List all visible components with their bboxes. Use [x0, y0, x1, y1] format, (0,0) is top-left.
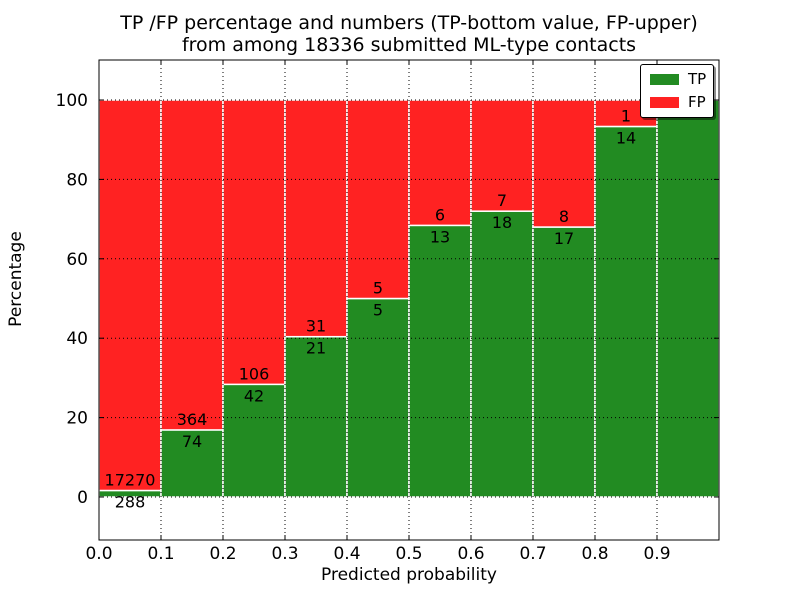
bar-label-fp-6: 7: [497, 191, 507, 210]
bar-tp-5: [408, 224, 472, 498]
bar-label-fp-8: 1: [621, 106, 631, 125]
y-tick-label-3: 60: [66, 250, 88, 270]
bar-label-fp-3: 31: [306, 317, 326, 336]
bar-fp-5: [408, 99, 472, 227]
chart-title-line1: TP /FP percentage and numbers (TP-bottom…: [120, 12, 698, 34]
bar-label-tp-6: 18: [492, 213, 512, 232]
x-tick-label-3: 0.3: [271, 544, 298, 564]
bar-fp-4: [346, 99, 410, 300]
x-tick-label-0: 0.0: [85, 544, 112, 564]
bar-tp-8: [594, 125, 658, 498]
bar-fp-0: [98, 99, 162, 492]
legend: TP FP: [640, 64, 714, 118]
bar-label-fp-4: 5: [373, 279, 383, 298]
bar-label-tp-7: 17: [554, 229, 574, 248]
x-tick-label-1: 0.1: [147, 544, 174, 564]
x-tick-label-5: 0.5: [395, 544, 422, 564]
bar-label-fp-0: 17270: [105, 470, 156, 489]
bar-tp-7: [532, 226, 596, 498]
y-tick-label-1: 20: [66, 409, 88, 429]
y-tick-label-2: 40: [66, 329, 88, 349]
bar-label-tp-2: 42: [244, 386, 264, 405]
tp-swatch-icon: [650, 74, 679, 85]
x-axis-label: Predicted probability: [321, 565, 497, 585]
y-tick-label-4: 80: [66, 170, 88, 190]
bar-label-fp-2: 106: [239, 364, 270, 383]
x-tick-label-4: 0.4: [333, 544, 360, 564]
x-tick-label-8: 0.8: [581, 544, 608, 564]
bar-tp-4: [346, 297, 410, 498]
bar-label-tp-3: 21: [306, 339, 326, 358]
bar-label-fp-1: 364: [177, 410, 208, 429]
bar-label-tp-4: 5: [373, 301, 383, 320]
bar-label-fp-7: 8: [559, 207, 569, 226]
axes-spines: [98, 59, 720, 541]
y-tick-label-5: 100: [56, 91, 88, 111]
bar-label-fp-5: 6: [435, 205, 445, 224]
bar-fp-1: [160, 99, 224, 431]
legend-label-fp: FP: [688, 93, 706, 111]
legend-item-fp: FP: [650, 93, 706, 111]
bar-label-tp-0: 288: [115, 492, 146, 511]
bar-label-tp-5: 13: [430, 227, 450, 246]
legend-item-tp: TP: [650, 70, 707, 88]
bar-fp-3: [284, 99, 348, 338]
bar-tp-9: [656, 99, 720, 498]
y-tick-label-0: 0: [77, 488, 88, 508]
bar-label-tp-8: 14: [616, 128, 636, 147]
x-tick-label-9: 0.9: [643, 544, 670, 564]
bar-label-tp-1: 74: [182, 432, 202, 451]
x-tick-label-2: 0.2: [209, 544, 236, 564]
legend-label-tp: TP: [688, 70, 707, 88]
bar-fp-2: [222, 99, 286, 386]
bar-tp-6: [470, 210, 534, 498]
x-tick-label-7: 0.7: [519, 544, 546, 564]
fp-swatch-icon: [650, 97, 679, 108]
bar-fp-6: [470, 99, 534, 212]
bar-tp-3: [284, 335, 348, 498]
x-tick-label-6: 0.6: [457, 544, 484, 564]
chart-title-line2: from among 18336 submitted ML-type conta…: [181, 34, 637, 56]
